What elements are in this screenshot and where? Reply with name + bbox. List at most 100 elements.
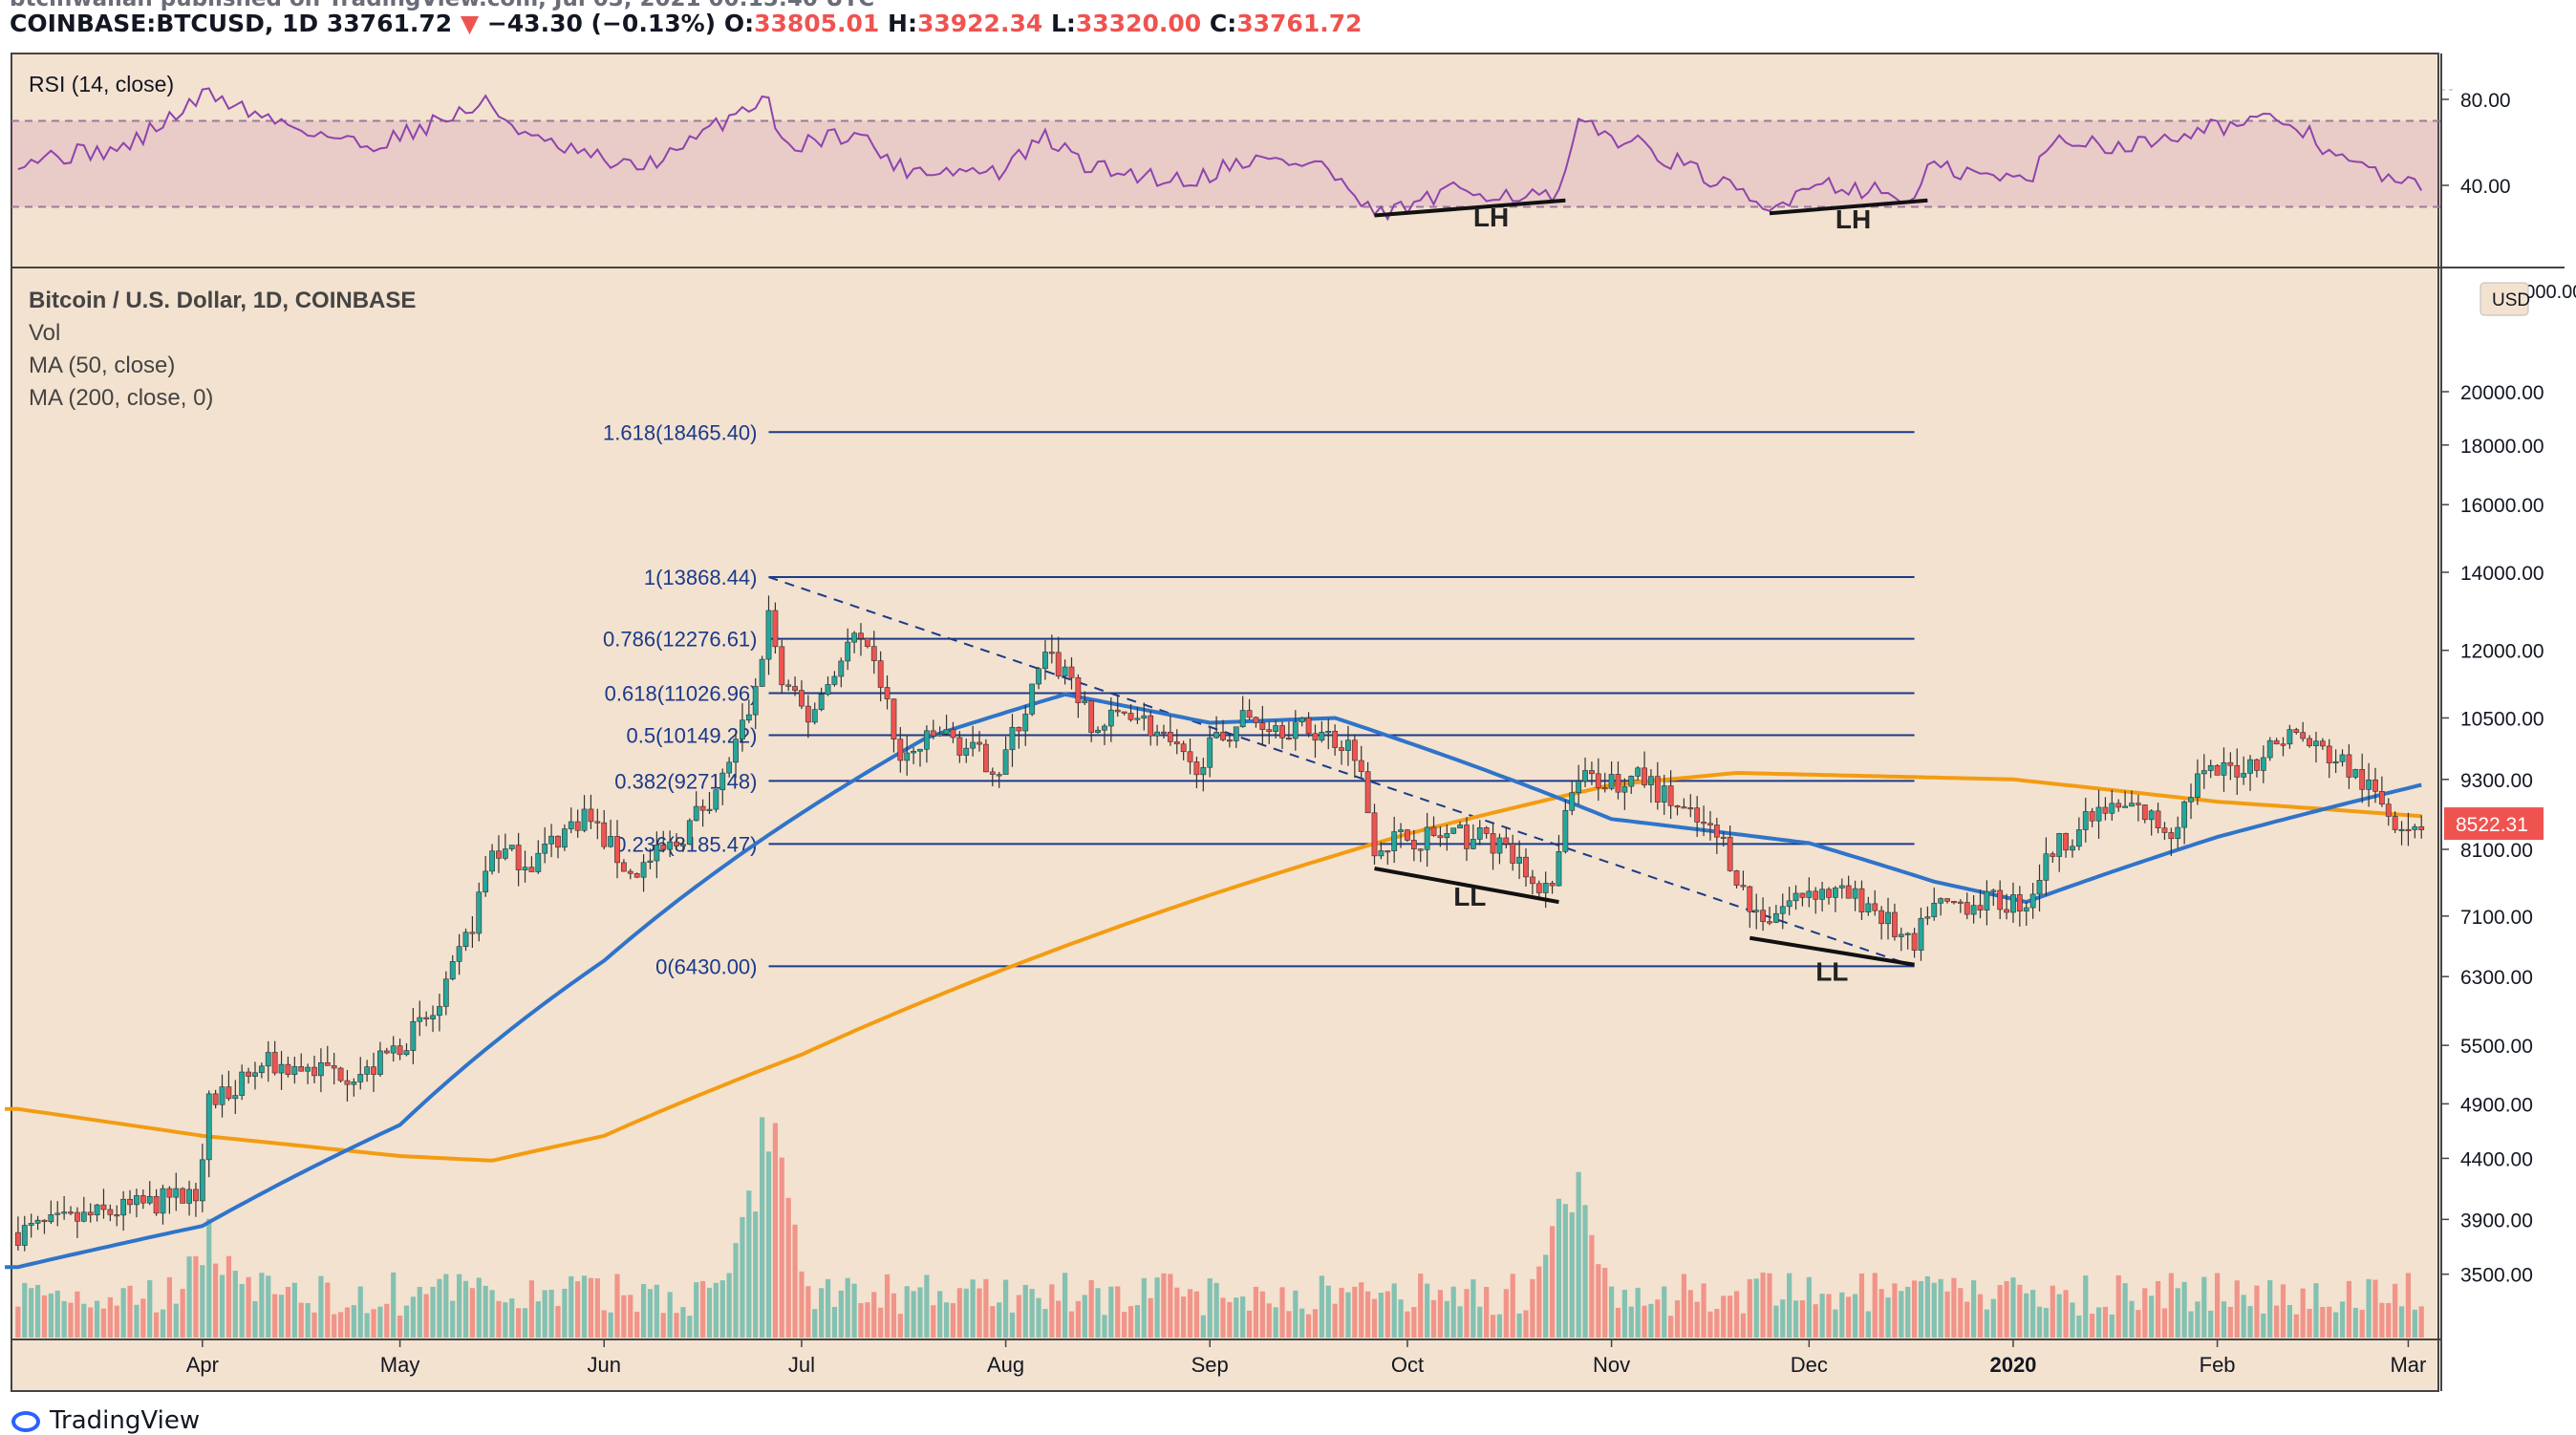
candle-body: [1845, 885, 1852, 899]
ll-trendline[interactable]: [1374, 867, 1559, 905]
volume-bar: [1760, 1273, 1766, 1338]
fib-level-label: 0.786(12276.61): [603, 628, 757, 652]
price-axis[interactable]: 3500.00 3900.00 4400.00 4900.00 5500.00 6300.…: [2441, 382, 2544, 1287]
lh-trendline[interactable]: [1374, 198, 1566, 218]
volume-bar: [318, 1275, 324, 1338]
lh-label: LH: [1835, 204, 1871, 234]
volume-bar: [1648, 1303, 1654, 1338]
last-price-label: 8522.31: [2456, 814, 2528, 836]
candle-body: [1082, 700, 1088, 703]
volume-bar: [1826, 1294, 1832, 1338]
volume-bar: [1042, 1309, 1048, 1338]
candle-body: [726, 761, 733, 774]
volume-bar: [1240, 1296, 1246, 1338]
candle-body: [1016, 726, 1022, 732]
volume-bar: [1108, 1286, 1114, 1338]
candle-body: [1747, 886, 1753, 912]
volume-bar: [2050, 1285, 2055, 1338]
volume-bar: [1398, 1299, 1404, 1338]
volume-bar: [1266, 1303, 1272, 1338]
candle-body: [2332, 760, 2339, 764]
volume-bar: [2352, 1307, 2358, 1338]
volume-bar: [812, 1309, 818, 1338]
volume-bar: [332, 1314, 337, 1338]
volume-bar: [1707, 1311, 1713, 1338]
candle-body: [2129, 803, 2135, 807]
candle-body: [80, 1211, 87, 1222]
lh-label: LH: [1473, 203, 1509, 232]
candle-body: [614, 836, 620, 864]
candle-body: [1226, 739, 1233, 742]
volume-bar: [483, 1285, 488, 1338]
price-tick-label: 7100.00: [2460, 907, 2533, 929]
volume-bar: [180, 1289, 185, 1338]
candle-body: [2273, 739, 2280, 745]
candle-body: [1391, 831, 1398, 851]
candle-body: [2418, 825, 2425, 830]
candle-body: [1885, 911, 1891, 925]
high-label: H:: [888, 10, 917, 37]
fibonacci-levels[interactable]: 1.618(18465.40) 1(13868.44) 0.786(12276.61…: [603, 420, 1915, 978]
candle-body: [2023, 907, 2029, 912]
candle-body: [1075, 676, 1082, 703]
volume-bar: [2161, 1308, 2168, 1338]
volume-bar: [2136, 1310, 2141, 1338]
candle-body: [647, 860, 654, 863]
volume-bar: [291, 1282, 297, 1338]
candle-body: [1642, 767, 1647, 785]
candle-body: [2234, 764, 2241, 778]
candle-body: [989, 771, 996, 775]
volume-bar: [917, 1287, 923, 1338]
volume-bar: [298, 1302, 304, 1338]
time-tick-label: May: [380, 1353, 420, 1377]
time-axis[interactable]: Apr May Jun Jul Aug Sep Oct Nov Dec 2020 Feb Mar: [186, 1339, 2427, 1377]
volume-bar: [884, 1274, 891, 1338]
candle-body: [752, 686, 759, 716]
candle-body: [193, 1189, 199, 1202]
volume-bar: [937, 1291, 943, 1338]
volume-bar: [2175, 1288, 2180, 1338]
time-tick-label: Dec: [1791, 1353, 1828, 1377]
volume-bar: [2300, 1288, 2306, 1338]
candle-body: [911, 750, 917, 754]
candle-body: [456, 946, 462, 962]
ll-trendline[interactable]: [1749, 935, 1915, 967]
volume-bar: [1971, 1280, 1977, 1338]
last-price: 33761.72: [326, 10, 453, 37]
candle-body: [1378, 850, 1385, 857]
volume-bar: [2129, 1300, 2135, 1338]
volume-bar: [746, 1190, 752, 1338]
price-pane[interactable]: 1.618(18465.40) 1(13868.44) 0.786(12276.61…: [5, 288, 2425, 1338]
candle-body: [1286, 738, 1292, 740]
candle-body: [2109, 803, 2115, 814]
volume-bar: [1813, 1304, 1818, 1338]
candle-body: [502, 848, 508, 859]
rsi-pane[interactable]: LH LH RSI (14, close) 40.00 80.00: [11, 72, 2511, 234]
candle-body: [1417, 848, 1424, 851]
lh-trendline[interactable]: [1769, 198, 1928, 216]
volume-bar: [15, 1306, 21, 1338]
volume-bar: [285, 1286, 291, 1338]
candle-body: [535, 852, 542, 872]
volume-bar: [897, 1314, 903, 1338]
volume-bar: [1852, 1294, 1858, 1338]
candle-body: [87, 1211, 94, 1216]
candle-body: [1779, 906, 1786, 914]
volume-bar: [1425, 1283, 1430, 1338]
fib-trendline[interactable]: [768, 576, 1915, 968]
symbol-label[interactable]: COINBASE:BTCUSD, 1D: [10, 10, 319, 37]
candle-body: [1503, 837, 1510, 845]
price-tick-label: 12000.00: [2460, 641, 2544, 663]
candle-body: [2043, 853, 2050, 881]
volume-bar: [865, 1302, 870, 1338]
price-tick-label: 10500.00: [2460, 708, 2544, 730]
volume-bar: [687, 1316, 693, 1338]
tradingview-brand[interactable]: TradingView: [11, 1406, 200, 1435]
volume-bar: [1977, 1294, 1984, 1338]
currency-button[interactable]: [2479, 282, 2529, 316]
volume-bar: [699, 1280, 706, 1338]
candle-body: [640, 862, 647, 878]
volume-bar: [1846, 1296, 1852, 1338]
volume-bar: [1958, 1288, 1964, 1338]
